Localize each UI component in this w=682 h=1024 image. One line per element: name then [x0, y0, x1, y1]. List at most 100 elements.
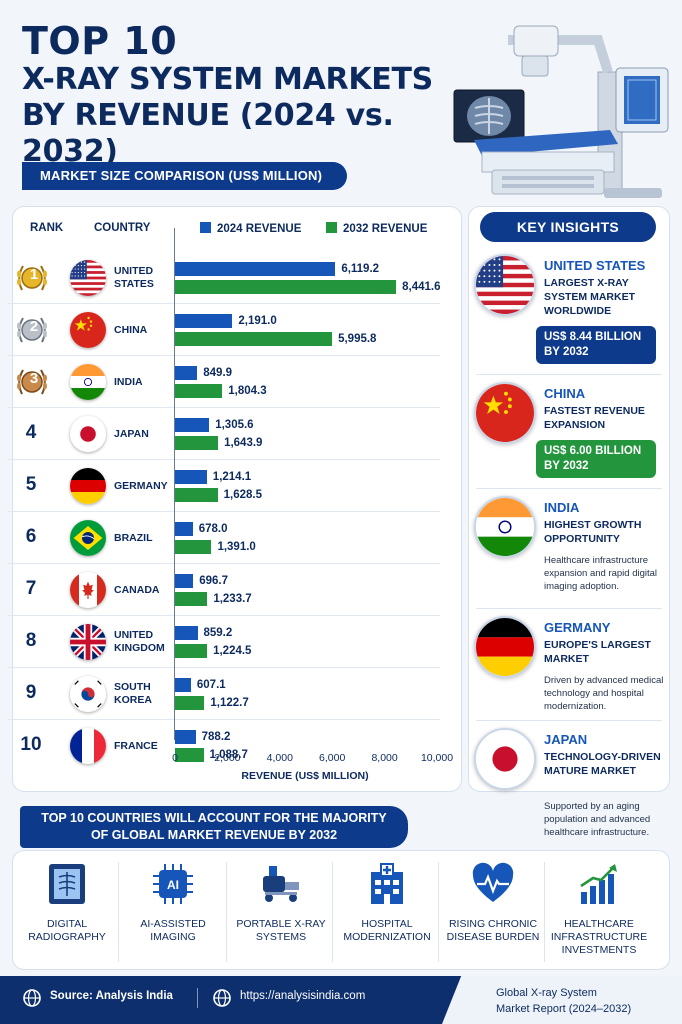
globe-icon [23, 989, 41, 1007]
rank-label: 1 [29, 266, 39, 283]
value-label-2032: 1,643.9 [224, 437, 263, 449]
country-flag-icon [70, 468, 106, 504]
insight-separator [476, 608, 662, 609]
insight-flag-us-icon [474, 254, 536, 316]
country-name: CANADA [114, 583, 160, 596]
country-name: UNITED KINGDOM [114, 629, 165, 654]
insight-flag-cn-icon [474, 382, 536, 444]
bar-2024 [175, 574, 194, 588]
driver-label: AI-ASSISTED IMAGING [140, 918, 206, 943]
footer-source: Source: Analysis India [50, 990, 173, 1002]
bar-2032 [175, 488, 218, 502]
driver-label: HEALTHCARE INFRASTRUCTURE INVESTMENTS [550, 918, 648, 956]
legend-swatch-2024 [200, 222, 211, 233]
bar-2024 [175, 730, 196, 744]
value-label-2024: 788.2 [201, 731, 231, 743]
drivers-banner-line-2: OF GLOBAL MARKET REVENUE BY 2032 [90, 828, 338, 842]
value-label-2032: 5,995.8 [338, 333, 377, 345]
driver-item: PORTABLE X-RAY SYSTEMS [228, 858, 334, 964]
rank-label: 10 [20, 734, 42, 755]
subtitle-banner: MARKET SIZE COMPARISON (US$ MILLION) [22, 162, 347, 190]
row-separator [8, 459, 440, 460]
row-separator [8, 511, 440, 512]
row-separator [8, 615, 440, 616]
portable-xray-icon [259, 862, 303, 906]
x-tick-label: 0 [172, 752, 178, 764]
bar-2032 [175, 436, 219, 450]
insight-description: Healthcare infrastructure expansion and … [544, 555, 658, 592]
bar-2032 [175, 696, 205, 710]
footer-url[interactable]: https://analysisindia.com [240, 990, 366, 1002]
legend-2024: 2024 REVENUE [200, 222, 301, 235]
driver-item: HOSPITAL MODERNIZATION [334, 858, 440, 964]
value-label-2024: 678.0 [198, 523, 228, 535]
driver-label: DIGITAL RADIOGRAPHY [28, 918, 106, 943]
y-axis-line [174, 228, 175, 740]
country-name: UNITED STATES [114, 265, 154, 290]
insight-headline: TECHNOLOGY-DRIVEN MATURE MARKET [544, 751, 661, 777]
drivers-banner-line-1: TOP 10 COUNTRIES WILL ACCOUNT FOR THE MA… [41, 811, 387, 825]
x-tick-label: 2,000 [214, 752, 241, 764]
value-label-2024: 859.2 [203, 627, 233, 639]
legend-label-2032: 2032 REVENUE [343, 223, 428, 235]
insight-flag-in-icon [474, 496, 536, 558]
x-tick-label: 8,000 [371, 752, 398, 764]
country-name: FRANCE [114, 739, 158, 752]
country-name: SOUTH KOREA [114, 681, 152, 706]
driver-separator [544, 862, 545, 962]
insight-separator [476, 374, 662, 375]
value-label-2024: 2,191.0 [238, 315, 277, 327]
value-label-2024: 6,119.2 [341, 263, 380, 275]
footer-report-panel [442, 976, 682, 1024]
country-column-header: COUNTRY [94, 222, 151, 234]
bar-2024 [175, 366, 198, 380]
page-title: TOP 10 X-RAY SYSTEM MARKETS BY REVENUE (… [22, 20, 462, 170]
web-globe-icon [213, 989, 231, 1007]
bar-2024 [175, 522, 193, 536]
driver-item: HEALTHCARE INFRASTRUCTURE INVESTMENTS [546, 858, 652, 964]
country-flag-icon [70, 520, 106, 556]
country-flag-icon [70, 312, 106, 348]
value-label-2032: 1,088.7 [209, 749, 248, 761]
rank-label: 7 [25, 578, 37, 599]
xray-machine-illustration [453, 25, 669, 198]
bar-2032 [175, 384, 223, 398]
value-label-2024: 1,305.6 [215, 419, 254, 431]
country-flag-icon [70, 364, 106, 400]
insight-separator [476, 720, 662, 721]
drivers-banner: TOP 10 COUNTRIES WILL ACCOUNT FOR THE MA… [20, 806, 408, 848]
title-line-3: BY REVENUE (2024 vs. 2032) [22, 98, 394, 169]
insight-headline: HIGHEST GROWTH OPPORTUNITY [544, 519, 642, 545]
x-tick-label: 6,000 [319, 752, 346, 764]
rank-label: 9 [25, 682, 37, 703]
footer-report-line-2: Market Report (2024–2032) [496, 1003, 632, 1015]
insight-description: Driven by advanced medical technology an… [544, 675, 664, 712]
legend-swatch-2032 [326, 222, 337, 233]
title-line-2: X-RAY SYSTEM MARKETS [22, 62, 433, 97]
legend-label-2024: 2024 REVENUE [217, 223, 302, 235]
bar-2024 [175, 314, 233, 328]
country-flag-icon [70, 624, 106, 660]
driver-item: AI AI-ASSISTED IMAGING [120, 858, 226, 964]
insight-value-box: US$ 6.00 BILLION BY 2032 [536, 440, 656, 478]
value-label-2024: 1,214.1 [212, 471, 252, 483]
medal-2-icon [14, 312, 50, 348]
driver-separator [438, 862, 439, 962]
country-name: GERMANY [114, 479, 168, 492]
bar-2032 [175, 644, 208, 658]
bar-2024 [175, 418, 210, 432]
heart-pulse-icon [471, 862, 515, 906]
country-flag-icon [70, 676, 106, 712]
svg-text:AI: AI [167, 878, 179, 892]
driver-label: PORTABLE X-RAY SYSTEMS [236, 918, 326, 943]
driver-label: HOSPITAL MODERNIZATION [343, 918, 431, 943]
country-name: CHINA [114, 323, 148, 336]
row-separator [8, 667, 440, 668]
bar-2024 [175, 626, 198, 640]
insight-headline: LARGEST X-RAY SYSTEM MARKET WORLDWIDE [544, 277, 636, 317]
rank-column-header: RANK [30, 222, 64, 234]
country-flag-icon [70, 728, 106, 764]
value-label-2032: 1,804.3 [228, 385, 267, 397]
value-label-2024: 696.7 [199, 575, 229, 587]
row-separator [8, 563, 440, 564]
